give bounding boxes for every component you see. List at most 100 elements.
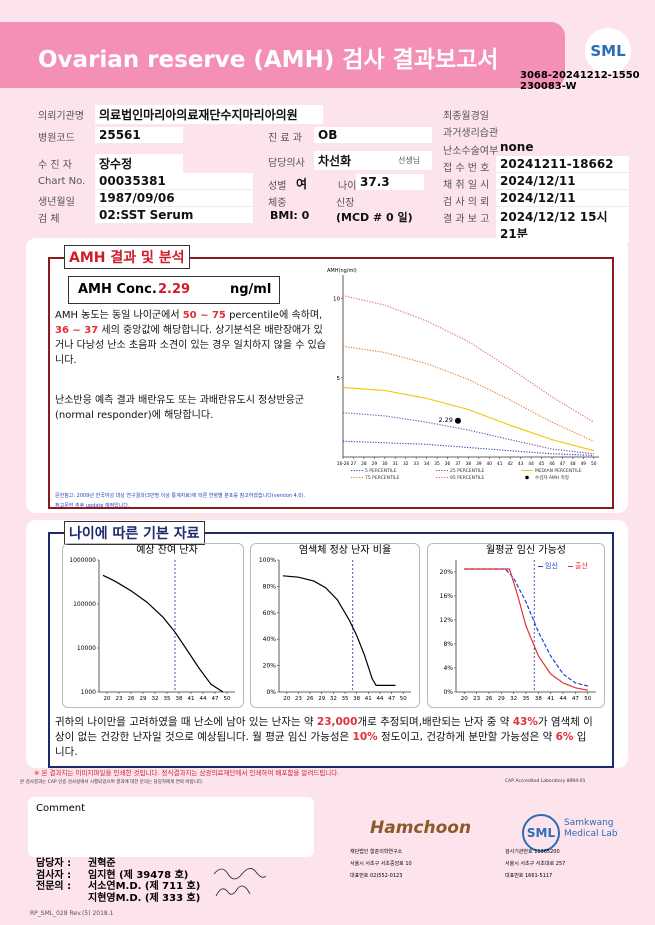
staff-role: 담당자 : [36,858,72,869]
x-tick-label: 47 [388,696,395,702]
info-value: OB [314,127,432,143]
x-tick-label: 44 [560,696,567,702]
y-tick-label: 0% [266,689,276,696]
legend-label: 수검자 AMH 측정 [535,474,569,481]
x-tick-label: 26 [128,696,135,702]
info-label: 체중 [268,198,287,209]
y-tick-label: 1000000 [69,557,96,564]
paragraph-text: 입니다. [55,731,587,758]
x-tick-label: 29 [318,696,325,702]
x-tick-label: 35 [523,696,530,702]
paragraph-text: 가 염색체 이상이 없는 건강한 난자일 것으로 예상됩니다. 월 평균 임신 … [55,716,593,743]
y-tick-label: 16% [440,593,454,600]
x-tick-label: 26 [307,696,314,702]
y-tick-label: 100000 [73,601,96,608]
y-tick-label: 40% [263,636,277,643]
x-tick-label: 47 [560,461,566,467]
paragraph-text: 귀하의 나이만을 고려하였을 때 난소에 남아 있는 난자는 약 [55,716,317,728]
info-label: Chart No. [38,176,86,187]
x-tick-label: 35 [434,461,440,467]
staff-name: 임지현 (제 39478 호) [88,870,189,881]
section-frame [48,532,614,768]
report-title: Ovarian reserve (AMH) 검사 결과보고서 [38,47,499,73]
x-tick-label: 32 [330,696,337,702]
x-tick-label: 34 [424,461,430,467]
x-tick-label: 40 [487,461,493,467]
series-line [342,440,594,456]
info-label: 난소수술여부 [443,146,499,157]
conc-label: AMH Conc. [78,282,157,297]
lab-line: 서울시 서초구 서초대로 257 [505,861,566,867]
x-tick-label: 50 [584,696,591,702]
y-tick-label: 60% [263,610,277,617]
series-line [464,568,588,691]
paragraph-text: percentile에 속하며, [225,310,323,321]
paragraph-text: 개로 추정되며,배란되는 난자 중 약 [357,716,513,728]
x-tick-label: 32 [152,696,159,702]
info-label: 성별 [268,181,287,192]
x-tick-label: 38 [353,696,360,702]
series-line [102,574,224,693]
comment-box [28,797,314,857]
x-tick-label: 29 [498,696,505,702]
y-tick-label: 1000 [81,689,96,696]
legend-label: 임신 [545,561,558,570]
x-tick-label: 41 [497,461,503,467]
section-panel [26,520,628,768]
amh-chart: AMH(ng/ml) 5 10 16-26 27 28 29 30 31 32 33 34 35 36 37… [327,268,599,481]
emphasis-text: 10% [352,731,378,743]
info-label: 진 료 과 [268,133,302,144]
staff-name: 서소연M.D. (제 711 호) [88,881,201,892]
y-tick-label: 8% [443,641,453,648]
age-chart: 염색체 정상 난자 비율 0% 20% 40% 60% 80% 100% 20 23 26 29 32… [250,543,420,708]
legend-label: 25 PERCENTILE [450,468,485,474]
info-value: 25561 [95,127,183,143]
series-line [342,386,594,452]
amh-note: 문헌참고: 2009년 한국여성 대상 연구결과(3만명 이상 통계자료)에 따… [55,493,306,499]
staff-role: 전문의 : [36,881,72,892]
staff-name: 지현영M.D. (제 333 호) [88,893,201,904]
x-tick-label: 46 [549,461,555,467]
emphasis-text: 36 ~ 37 [55,325,99,336]
info-value: 장수정 [95,154,183,173]
report-id: 3068-20241212-1550 230083-W [520,70,640,92]
y-tick-label: 80% [263,583,277,590]
signatures [213,868,267,897]
chart-title: 염색체 정상 난자 비율 [299,544,391,556]
x-tick-label: 29 [372,461,378,467]
signature [213,868,267,880]
series-line [342,295,595,423]
info-label: 접 수 번 호 [443,163,490,174]
x-tick-label: 45 [539,461,545,467]
x-tick-label: 41 [365,696,372,702]
info-label: 과거생리습관 [443,128,499,139]
x-tick-label: 35 [164,696,171,702]
x-tick-label: 27 [351,461,357,467]
x-tick-label: 23 [473,696,480,702]
lab-line: 대표번호 02)552-0123 [350,873,403,879]
x-tick-label: 32 [403,461,409,467]
info-label: 신장 [336,198,355,209]
x-tick-label: 41 [188,696,195,702]
series-line [282,575,396,686]
conc-box [68,276,280,304]
info-label: 채 취 일 시 [443,180,490,191]
section-heading: AMH 결과 및 분석 [64,245,190,269]
point-label: 2.29 [438,416,452,424]
paragraph-text: 난소반응 예측 결과 배란유도 또는 과배란유도시 정상반응군 (normal … [55,395,305,421]
paragraph-text: 정도이고, 건강하게 분만할 가능성은 약 [377,731,556,743]
x-tick-label: 26 [485,696,492,702]
form-code: RP_SML_028 Rev.(5) 2018.1 [30,910,114,917]
info-value: 여 [296,177,308,191]
paragraph-text: 세의 중앙값에 해당합니다. 상기분석은 배란장애가 있거나 다낭성 난소 초음… [55,325,326,366]
info-value: (MCD # 0 일) [336,211,413,224]
hamchoon-logo: Hamchoon [370,818,472,838]
y-tick-label: 4% [443,665,453,672]
x-tick-label: 20 [283,696,290,702]
y-tick-label: 12% [440,617,454,624]
legend-swatch [525,475,529,480]
info-label: 최종월경일 [443,111,489,122]
section-frame [48,257,614,509]
info-value: none [500,140,534,154]
legend-label: 출산 [575,561,588,570]
